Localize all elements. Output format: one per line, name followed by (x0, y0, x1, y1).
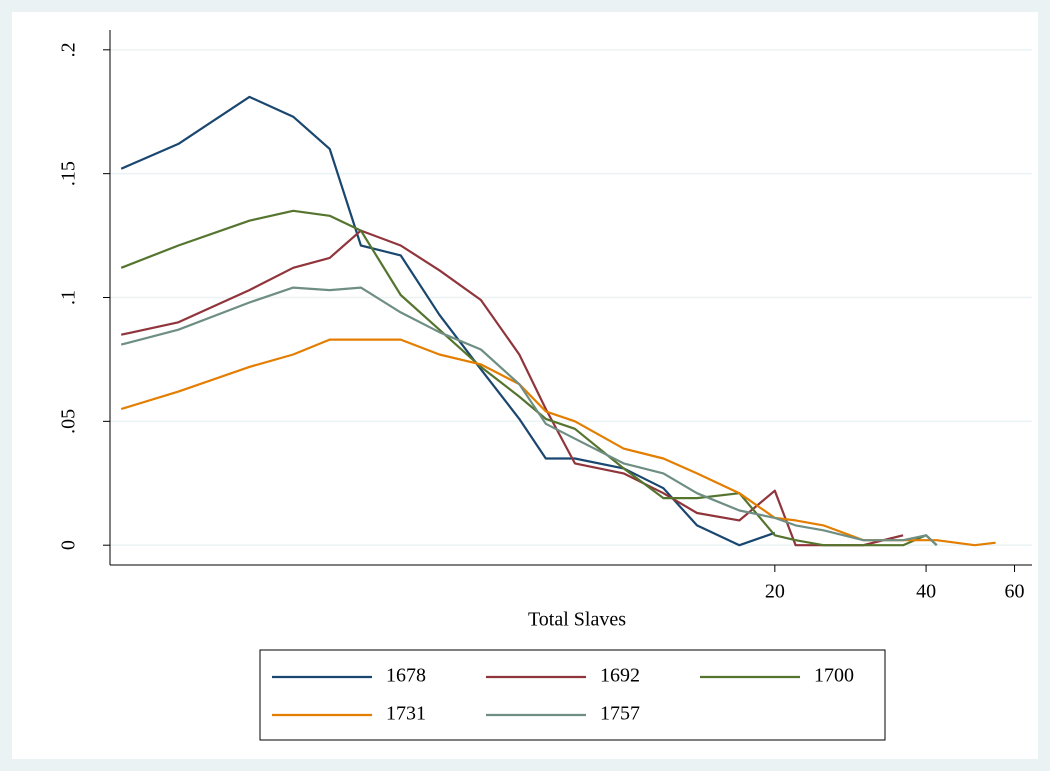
x-tick-label: 60 (1005, 581, 1025, 603)
series-line (120, 286, 938, 547)
legend-label: 1757 (600, 703, 640, 725)
legend-label: 1692 (600, 665, 640, 687)
x-axis-title: Total Slaves (528, 609, 626, 631)
legend-label: 1700 (814, 665, 854, 687)
y-tick-label: .2 (58, 42, 80, 57)
legend-label: 1731 (386, 703, 426, 725)
x-tick-label: 40 (916, 581, 936, 603)
y-tick-label: .15 (58, 161, 80, 186)
legend-label: 1678 (386, 665, 426, 687)
graph-region (12, 12, 1038, 759)
x-tick-label: 20 (765, 581, 785, 603)
series-line (120, 209, 938, 547)
legend-box (259, 649, 886, 741)
series-line (120, 229, 904, 547)
y-tick-label: .05 (58, 409, 80, 434)
y-tick-label: 0 (58, 540, 80, 550)
y-tick-label: .1 (58, 290, 80, 305)
